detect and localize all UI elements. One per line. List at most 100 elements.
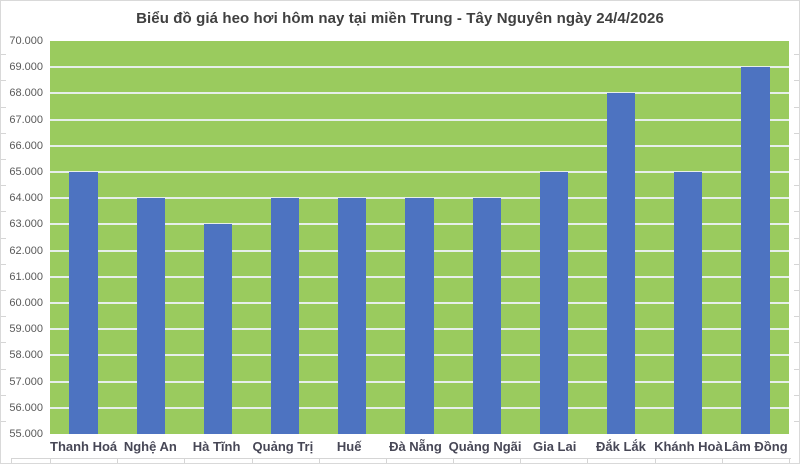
y-axis-labels: 70.000 69.000 68.000 67.000 66.000 65.000 64.0… — [1, 35, 43, 440]
x-tick-label: Quảng Trị — [252, 439, 314, 454]
left-minor-tick — [1, 420, 6, 422]
gridline — [50, 197, 789, 200]
left-minor-tick — [1, 237, 6, 239]
right-minor-tick — [794, 394, 799, 396]
bar-slot — [386, 41, 453, 434]
bar — [405, 198, 434, 434]
right-minor-tick — [794, 211, 799, 213]
right-minor-tick — [794, 54, 799, 56]
gridline — [50, 170, 789, 173]
right-minor-tick — [794, 263, 799, 265]
right-minor-tick — [794, 132, 799, 134]
x-tick-label: Đà Nẵng — [389, 439, 442, 454]
axis-tick — [50, 458, 51, 463]
y-tick-label: 65.000 — [9, 165, 43, 178]
y-tick-label: 68.000 — [9, 87, 43, 100]
y-tick-label: 62.000 — [9, 244, 43, 257]
left-minor-tick — [1, 342, 6, 344]
bar — [741, 67, 770, 434]
right-minor-tick — [794, 185, 799, 187]
bar-slot — [117, 41, 184, 434]
right-minor-tick — [794, 289, 799, 291]
bar — [203, 224, 233, 434]
bar-slot — [184, 41, 251, 434]
bar-slot — [722, 41, 789, 434]
gridline — [50, 92, 789, 95]
chart-title: Biểu đồ giá heo hơi hôm nay tại miền Tru… — [136, 10, 664, 27]
y-tick-label: 58.000 — [9, 349, 43, 362]
axis-tick — [587, 458, 589, 463]
y-tick-label: 56.000 — [9, 401, 43, 414]
y-tick-label: 63.000 — [9, 218, 43, 231]
axis-tick — [789, 458, 790, 463]
axis-tick — [251, 458, 253, 463]
axis-tick — [654, 458, 656, 463]
bar-slot — [50, 41, 117, 434]
axis-tick — [11, 458, 12, 463]
bar — [136, 198, 165, 434]
axis-tick — [520, 458, 522, 463]
x-tick-label: Quảng Ngãi — [448, 439, 522, 454]
y-tick-label: 66.000 — [9, 139, 43, 152]
axis-tick — [385, 458, 387, 463]
bar-slot — [319, 41, 386, 434]
gridline — [50, 66, 789, 69]
bar-slot — [520, 41, 587, 434]
y-tick-label: 55.000 — [9, 428, 43, 440]
x-tick-label: Nghệ An — [123, 439, 177, 454]
y-tick-label: 67.000 — [9, 113, 43, 126]
left-minor-tick — [1, 211, 6, 213]
gridline — [50, 118, 789, 121]
x-tick-label: Khánh Hoà — [654, 439, 723, 454]
bar — [271, 198, 300, 434]
y-tick-label: 61.000 — [9, 270, 43, 283]
y-tick-label: 59.000 — [9, 323, 43, 336]
right-minor-tick — [794, 237, 799, 239]
right-minor-tick — [794, 106, 799, 108]
y-tick-label: 69.000 — [9, 61, 43, 74]
left-minor-tick — [1, 54, 6, 56]
axis-tick — [318, 458, 320, 463]
axis-tick — [117, 458, 119, 463]
left-minor-tick — [1, 368, 6, 370]
x-tick-label: Huế — [336, 439, 362, 454]
left-minor-tick — [1, 316, 6, 318]
bar-slot — [453, 41, 520, 434]
x-tick-label: Thanh Hoá — [50, 439, 118, 454]
bar — [539, 172, 569, 434]
x-tick-label: Đắk Lắk — [596, 439, 646, 454]
bar — [69, 172, 98, 434]
right-minor-tick — [794, 80, 799, 82]
left-minor-tick — [1, 158, 6, 160]
axis-tick — [184, 458, 186, 463]
left-minor-tick — [1, 289, 6, 291]
left-minor-tick — [1, 263, 6, 265]
right-minor-tick — [794, 368, 799, 370]
x-tick-label: Lâm Đồng — [724, 439, 788, 454]
bottom-axis — [11, 458, 791, 463]
x-tick-label: Gia Lai — [532, 439, 577, 454]
left-minor-tick — [1, 106, 6, 108]
axis-tick — [721, 458, 723, 463]
bar-slot — [252, 41, 319, 434]
bar — [472, 198, 501, 434]
bar — [674, 172, 703, 434]
right-minor-tick — [794, 158, 799, 160]
axis-tick — [453, 458, 455, 463]
plot-area — [50, 41, 789, 434]
left-minor-tick — [1, 132, 6, 134]
right-minor-tick — [794, 420, 799, 422]
right-minor-tick — [794, 316, 799, 318]
left-minor-tick — [1, 185, 6, 187]
y-tick-label: 57.000 — [9, 375, 43, 388]
x-axis-labels: Thanh Hoá Nghệ An Hà Tĩnh Quảng Trị Huế Đà Nẵ… — [50, 438, 789, 456]
left-minor-tick — [1, 80, 6, 82]
bar — [338, 198, 367, 434]
gridline — [50, 144, 789, 147]
x-axis-line — [11, 458, 791, 459]
y-tick-label: 64.000 — [9, 192, 43, 205]
bar — [606, 93, 636, 434]
y-tick-label: 60.000 — [9, 296, 43, 309]
bar-slot — [655, 41, 722, 434]
